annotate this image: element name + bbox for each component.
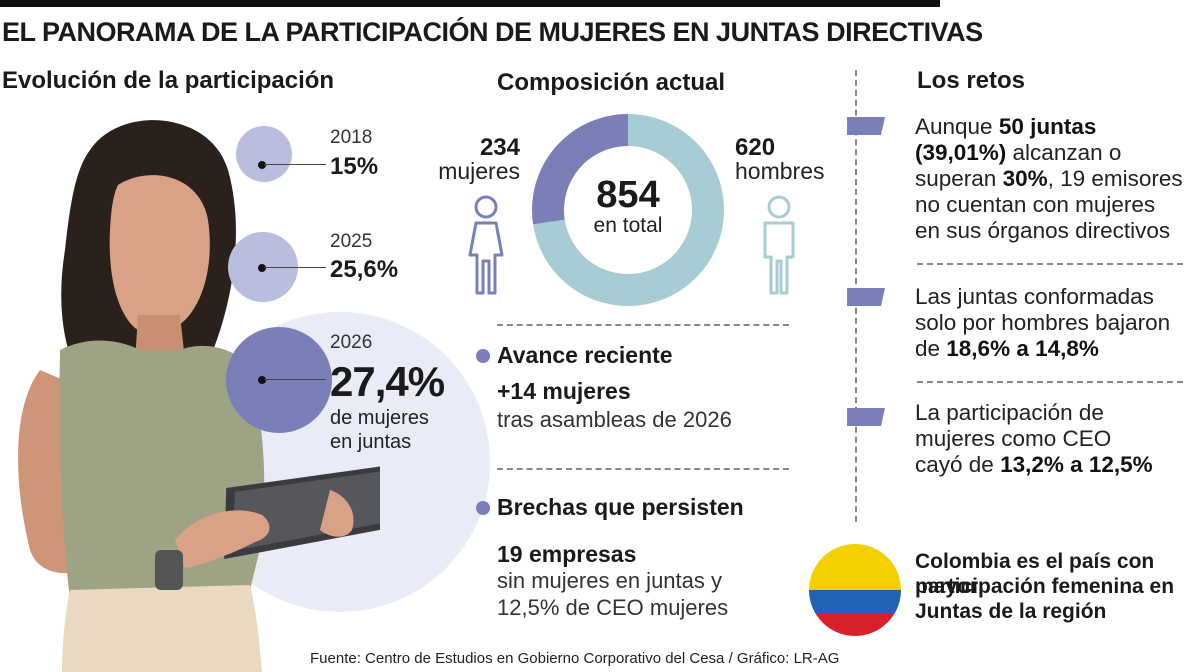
colombia-note-line-1: Colombia es el país con mayor [915, 550, 1155, 598]
challenge-bold-text: 18,6% a 14,8% [946, 336, 1099, 361]
challenge-text-3: La participación de mujeres como CEO cayó … [915, 400, 1153, 478]
recent-text: tras asambleas de 2026 [497, 407, 732, 432]
challenge-text-2: Las juntas conformadas solo por hombres b… [915, 284, 1170, 362]
challenge-marker-3 [847, 408, 885, 426]
divider-right-2 [917, 381, 1183, 383]
circle-2026 [226, 327, 332, 433]
donut-total-label: en total [593, 214, 663, 237]
gaps-line-1: sin mujeres en juntas y [497, 568, 722, 593]
caption-line-2: en juntas [330, 431, 412, 453]
colombia-note-line-3: Juntas de la región [915, 600, 1107, 623]
divider-1 [497, 324, 789, 326]
men-count: 620 [735, 134, 776, 161]
men-label: hombres [735, 158, 825, 184]
challenge-line: (39,01%) alcanzan o [915, 140, 1183, 166]
leader-line-2026 [264, 379, 326, 380]
challenge-text: de [915, 336, 947, 361]
challenge-text: , 19 emisores [1047, 166, 1183, 191]
challenge-text: Las juntas conformadas [915, 284, 1154, 309]
challenge-bold-text: 50 juntas [998, 114, 1097, 139]
challenge-bold-text: 30% [1002, 166, 1048, 191]
source-note: Fuente: Centro de Estudios en Gobierno C… [310, 650, 840, 667]
challenge-marker-1 [847, 117, 885, 135]
divider-2 [497, 468, 789, 470]
challenge-text: Aunque [915, 114, 999, 139]
marker-2018 [258, 161, 266, 169]
donut-slice-mujeres [532, 114, 628, 225]
marker-2025 [258, 264, 266, 272]
challenge-text: mujeres como CEO [915, 426, 1112, 451]
top-bar [0, 0, 940, 7]
challenge-text: no cuentan con mujeres [915, 192, 1156, 217]
woman-icon [468, 195, 504, 295]
colombia-flag-icon [809, 544, 901, 636]
challenge-text: alcanzan o [1006, 140, 1122, 165]
recent-bold: +14 mujeres [497, 378, 631, 404]
man-icon [763, 195, 795, 295]
challenge-line: no cuentan con mujeres [915, 192, 1183, 218]
challenge-text: solo por hombres bajaron [915, 310, 1171, 335]
gaps-heading: Brechas que persisten [497, 494, 744, 520]
value-label-2018: 15% [330, 153, 379, 180]
challenges-heading: Los retos [917, 67, 1026, 94]
donut-total: 854 [596, 174, 660, 216]
value-label-2025: 25,6% [330, 256, 399, 283]
challenge-line: cayó de 13,2% a 12,5% [915, 452, 1153, 478]
challenge-text: cayó de [915, 452, 1001, 477]
bullet-recent [476, 349, 490, 363]
challenge-line: en sus órganos directivos [915, 218, 1183, 244]
evolution-heading: Evolución de la participación [2, 67, 335, 94]
caption-line-1: de mujeres [330, 407, 429, 429]
circle-2018 [236, 126, 292, 182]
challenge-text: superan [915, 166, 1003, 191]
challenge-bold-text: (39,01%) [915, 140, 1007, 165]
gaps-line-2: 12,5% de CEO mujeres [497, 595, 729, 620]
year-label-2026: 2026 [330, 332, 373, 353]
gaps-bold: 19 empresas [497, 541, 637, 567]
challenge-line: de 18,6% a 14,8% [915, 336, 1170, 362]
women-label: mujeres [438, 158, 520, 184]
composition-heading: Composición actual [497, 69, 726, 96]
challenge-line: superan 30%, 19 emisores [915, 166, 1183, 192]
colombia-note-line-2: participación femenina en [915, 575, 1175, 598]
challenge-text: en sus órganos directivos [915, 218, 1171, 243]
year-label-2025: 2025 [330, 231, 373, 252]
challenge-line: Las juntas conformadas [915, 284, 1170, 310]
donut-chart [532, 114, 724, 306]
donut-slice-hombres [533, 114, 724, 306]
leader-line-2018 [264, 164, 326, 165]
challenge-line: Aunque 50 juntas [915, 114, 1183, 140]
challenge-bold-text: 13,2% a 12,5% [1000, 452, 1153, 477]
marker-2026 [258, 376, 266, 384]
recent-heading: Avance reciente [497, 342, 673, 368]
challenge-text-1: Aunque 50 juntas (39,01%) alcanzan o super… [915, 114, 1183, 244]
year-label-2018: 2018 [330, 127, 373, 148]
challenge-line: mujeres como CEO [915, 426, 1153, 452]
bullet-gaps [476, 501, 490, 515]
leader-line-2025 [264, 267, 326, 268]
value-label-2026: 27,4% [330, 358, 445, 405]
challenge-line: solo por hombres bajaron [915, 310, 1170, 336]
page-title: EL PANORAMA DE LA PARTICIPACIÓN DE MUJER… [2, 17, 983, 47]
challenge-marker-2 [847, 288, 885, 306]
women-count: 234 [479, 134, 520, 161]
woman-photo [18, 120, 380, 672]
challenge-line: La participación de [915, 400, 1153, 426]
challenge-text: La participación de [915, 400, 1104, 425]
divider-right-1 [917, 263, 1183, 265]
